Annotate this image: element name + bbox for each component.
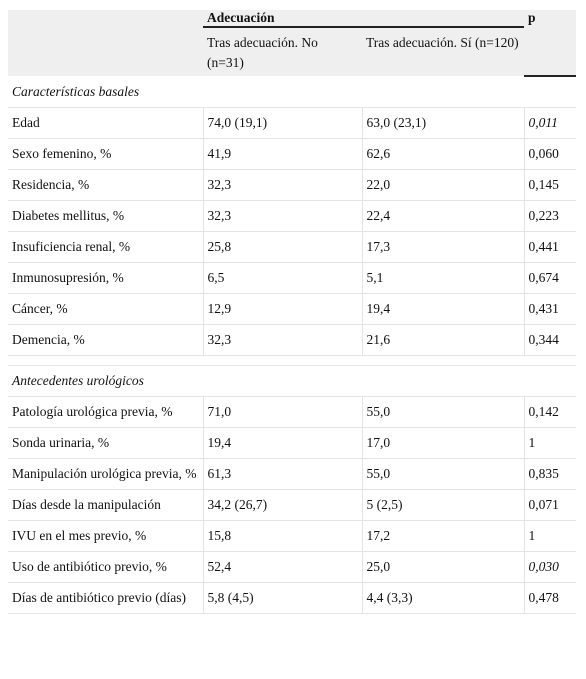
cell-no: 32,3	[203, 324, 363, 356]
row-label: Uso de antibiótico previo, %	[8, 551, 204, 583]
p-header: p	[524, 10, 576, 27]
row-label: Días de antibiótico previo (días)	[8, 582, 204, 614]
cell-no: 32,3	[203, 200, 363, 232]
table-body: Características basales Edad 74,0 (19,1) 63…	[8, 76, 576, 614]
header-blank	[8, 10, 203, 76]
cell-si: 55,0	[362, 458, 525, 490]
data-row: Residencia, % 32,3 22,0 0,145	[8, 169, 576, 201]
cell-si: 17,0	[362, 427, 525, 459]
section-title: Antecedentes urológicos	[8, 365, 576, 397]
subheader: Tras adecuación. Sí (n=120)	[362, 27, 524, 76]
cell-no: 41,9	[203, 138, 363, 170]
cell-p: 0,478	[524, 582, 576, 614]
cell-p: 0,441	[524, 231, 576, 263]
cell-si: 22,0	[362, 169, 525, 201]
row-label: Edad	[8, 107, 204, 139]
data-row: Insuficiencia renal, % 25,8 17,3 0,441	[8, 231, 576, 263]
row-label: Insuficiencia renal, %	[8, 231, 204, 263]
cell-p: 0,142	[524, 396, 576, 428]
group-header: Adecuación	[203, 10, 524, 28]
cell-p: 0,060	[524, 138, 576, 170]
row-label: Sexo femenino, %	[8, 138, 204, 170]
data-row: Inmunosupresión, % 6,5 5,1 0,674	[8, 262, 576, 294]
cell-si: 62,6	[362, 138, 525, 170]
cell-no: 74,0 (19,1)	[203, 107, 363, 139]
cell-p: 0,344	[524, 324, 576, 356]
data-table: Adecuación p Tras adecuación. No (n=31) …	[8, 10, 576, 614]
cell-p: 0,223	[524, 200, 576, 232]
cell-si: 22,4	[362, 200, 525, 232]
data-row: Diabetes mellitus, % 32,3 22,4 0,223	[8, 200, 576, 232]
cell-p: 0,030	[524, 551, 576, 583]
cell-no: 52,4	[203, 551, 363, 583]
cell-p: 0,674	[524, 262, 576, 294]
cell-no: 71,0	[203, 396, 363, 428]
data-row: Manipulación urológica previa, % 61,3 55,0…	[8, 458, 576, 490]
cell-si: 19,4	[362, 293, 525, 325]
data-row: Días desde la manipulación 34,2 (26,7) 5 (…	[8, 489, 576, 521]
cell-si: 5,1	[362, 262, 525, 294]
cell-p: 0,071	[524, 489, 576, 521]
row-label: Cáncer, %	[8, 293, 204, 325]
cell-p: 1	[524, 427, 576, 459]
data-row: Edad 74,0 (19,1) 63,0 (23,1) 0,011	[8, 107, 576, 139]
cell-p: 0,145	[524, 169, 576, 201]
data-row: Sonda urinaria, % 19,4 17,0 1	[8, 427, 576, 459]
cell-si: 5 (2,5)	[362, 489, 525, 521]
cell-no: 32,3	[203, 169, 363, 201]
cell-si: 4,4 (3,3)	[362, 582, 525, 614]
cell-no: 34,2 (26,7)	[203, 489, 363, 521]
row-label: Manipulación urológica previa, %	[8, 458, 204, 490]
data-row: Uso de antibiótico previo, % 52,4 25,0 0,03…	[8, 551, 576, 583]
cell-si: 63,0 (23,1)	[362, 107, 525, 139]
p-header-blank	[524, 27, 576, 77]
section-row: Características basales	[8, 76, 576, 108]
cell-si: 21,6	[362, 324, 525, 356]
row-label: Días desde la manipulación	[8, 489, 204, 521]
data-row: Sexo femenino, % 41,9 62,6 0,060	[8, 138, 576, 170]
cell-si: 17,3	[362, 231, 525, 263]
spacer-row	[8, 355, 576, 366]
row-label: Diabetes mellitus, %	[8, 200, 204, 232]
row-label: Sonda urinaria, %	[8, 427, 204, 459]
data-row: IVU en el mes previo, % 15,8 17,2 1	[8, 520, 576, 552]
row-label: Patología urológica previa, %	[8, 396, 204, 428]
cell-si: 17,2	[362, 520, 525, 552]
data-row: Cáncer, % 12,9 19,4 0,431	[8, 293, 576, 325]
row-label: Residencia, %	[8, 169, 204, 201]
cell-no: 6,5	[203, 262, 363, 294]
cell-no: 12,9	[203, 293, 363, 325]
row-label: Demencia, %	[8, 324, 204, 356]
cell-no: 15,8	[203, 520, 363, 552]
cell-no: 61,3	[203, 458, 363, 490]
cell-si: 25,0	[362, 551, 525, 583]
row-label: IVU en el mes previo, %	[8, 520, 204, 552]
data-row: Patología urológica previa, % 71,0 55,0 0,1…	[8, 396, 576, 428]
subheader: Tras adecuación. No (n=31)	[203, 27, 362, 76]
cell-si: 55,0	[362, 396, 525, 428]
data-row: Demencia, % 32,3 21,6 0,344	[8, 324, 576, 356]
section-title: Características basales	[8, 76, 576, 108]
cell-p: 0,011	[524, 107, 576, 139]
cell-no: 5,8 (4,5)	[203, 582, 363, 614]
cell-p: 0,835	[524, 458, 576, 490]
row-label: Inmunosupresión, %	[8, 262, 204, 294]
cell-p: 0,431	[524, 293, 576, 325]
section-row: Antecedentes urológicos	[8, 365, 576, 397]
cell-no: 19,4	[203, 427, 363, 459]
cell-no: 25,8	[203, 231, 363, 263]
data-row: Días de antibiótico previo (días) 5,8 (4,…	[8, 582, 576, 614]
cell-p: 1	[524, 520, 576, 552]
spacer	[8, 355, 576, 366]
